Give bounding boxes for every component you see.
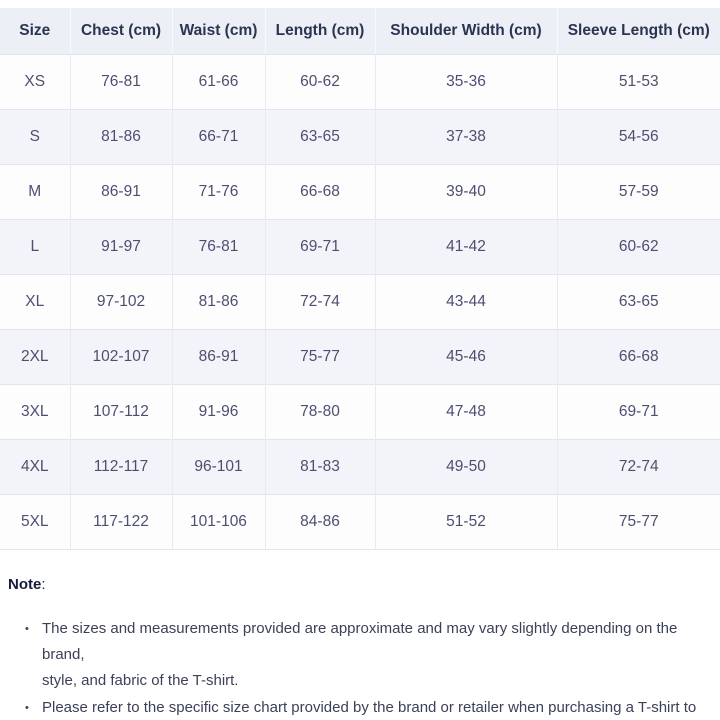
waist-cell: 66-71 [171,109,265,165]
note-list: • The sizes and measurements provided are… [8,616,712,720]
sleeve-cell: 63-65 [556,274,720,330]
length-cell: 78-80 [264,384,375,440]
length-cell: 66-68 [264,164,375,220]
size-cell: XS [24,73,46,90]
length-cell: 60-62 [264,54,375,110]
length-cell: 84-86 [264,494,375,550]
column-header-0: Size [0,8,70,55]
sleeve-cell: 60-62 [556,219,720,275]
size-cell: 2XL [0,329,70,385]
length-cell: 63-65 [264,109,375,165]
shoulder-cell: 41-42 [374,219,557,275]
chest-cell: 86-91 [69,164,172,220]
chest-cell: 112-117 [69,439,172,495]
size-cell: 5XL [0,494,70,550]
chest-cell: 117-122 [69,494,172,550]
chest-cell: 81-86 [69,109,172,165]
note-bullet-0: • The sizes and measurements provided are… [25,616,712,694]
waist-cell: 86-91 [171,329,265,385]
bullet-text: Please refer to the specific size chart … [42,695,712,720]
table-body: XS 76-81 61-66 60-62 35-36 51-53 S 81-86 66-71 63… [0,54,720,550]
bullet-line: The sizes and measurements provided are … [42,620,678,663]
length-cell: 75-77 [264,329,375,385]
chest-cell: 97-102 [69,274,172,330]
bullet-icon: • [25,623,29,635]
length-cell: 72-74 [264,274,375,330]
column-header-1: Chest (cm) [69,8,172,55]
column-header-2: Waist (cm) [171,8,265,55]
size-cell: 4XL [0,439,70,495]
chest-cell: 91-97 [69,219,172,275]
table-row-l: L 91-97 76-81 69-71 41-42 60-62 [0,219,720,275]
size-cell: S [0,109,70,165]
column-header-5: Sleeve Length (cm) [556,8,720,55]
sleeve-cell: 69-71 [556,384,720,440]
chest-cell: 102-107 [69,329,172,385]
length-cell: 69-71 [264,219,375,275]
sleeve-cell: 66-68 [556,329,720,385]
shoulder-cell: 37-38 [374,109,557,165]
table-row-m: M 86-91 71-76 66-68 39-40 57-59 [0,164,720,220]
chest-cell: 107-112 [69,384,172,440]
note-bullet-1: • Please refer to the specific size chart… [25,695,712,720]
waist-cell: 96-101 [171,439,265,495]
waist-cell: 81-86 [171,274,265,330]
shoulder-cell: 47-48 [374,384,557,440]
table-row-xs: XS 76-81 61-66 60-62 35-36 51-53 [0,54,720,110]
shoulder-cell: 39-40 [374,164,557,220]
sleeve-cell: 51-53 [556,54,720,110]
shoulder-cell: 43-44 [374,274,557,330]
bullet-line: style, and fabric of the T-shirt. [42,672,239,689]
sleeve-cell: 57-59 [556,164,720,220]
waist-cell: 61-66 [171,54,265,110]
table-row-xl: XL 97-102 81-86 72-74 43-44 63-65 [0,274,720,330]
waist-cell: 91-96 [171,384,265,440]
waist-cell: 101-106 [171,494,265,550]
bullet-icon: • [25,702,29,714]
chest-cell: 76-81 [69,54,172,110]
table-row-5xl: 5XL 117-122 101-106 84-86 51-52 75-77 [0,494,720,550]
waist-cell: 76-81 [171,219,265,275]
size-cell: M [0,164,70,220]
size-cell: XL [0,274,70,330]
sleeve-cell: 75-77 [556,494,720,550]
size-cell: 3XL [0,384,70,440]
size-cell: L [0,219,70,275]
bullet-line: Please refer to the specific size chart … [42,699,697,716]
shoulder-cell: 45-46 [374,329,557,385]
table-row-s: S 81-86 66-71 63-65 37-38 54-56 [0,109,720,165]
notes-section: Note: • The sizes and measurements provid… [0,576,720,720]
shoulder-cell: 49-50 [374,439,557,495]
note-colon: : [41,576,46,593]
column-header-3: Length (cm) [264,8,375,55]
note-heading: Note: [8,576,712,594]
table-row-4xl: 4XL 112-117 96-101 81-83 49-50 72-74 [0,439,720,495]
sleeve-cell: 72-74 [556,439,720,495]
table-header-row: Size Chest (cm) Waist (cm) Length (cm) Shoul… [0,8,720,55]
note-title: Note [8,576,42,593]
table-row-2xl: 2XL 102-107 86-91 75-77 45-46 66-68 [0,329,720,385]
table-row-3xl: 3XL 107-112 91-96 78-80 47-48 69-71 [0,384,720,440]
bullet-text: The sizes and measurements provided are … [42,616,712,694]
shoulder-cell: 51-52 [374,494,557,550]
waist-cell: 71-76 [171,164,265,220]
size-chart-table: Size Chest (cm) Waist (cm) Length (cm) Shoul… [0,8,720,550]
shoulder-cell: 35-36 [374,54,557,110]
sleeve-cell: 54-56 [556,109,720,165]
column-header-4: Shoulder Width (cm) [374,8,557,55]
length-cell: 81-83 [264,439,375,495]
